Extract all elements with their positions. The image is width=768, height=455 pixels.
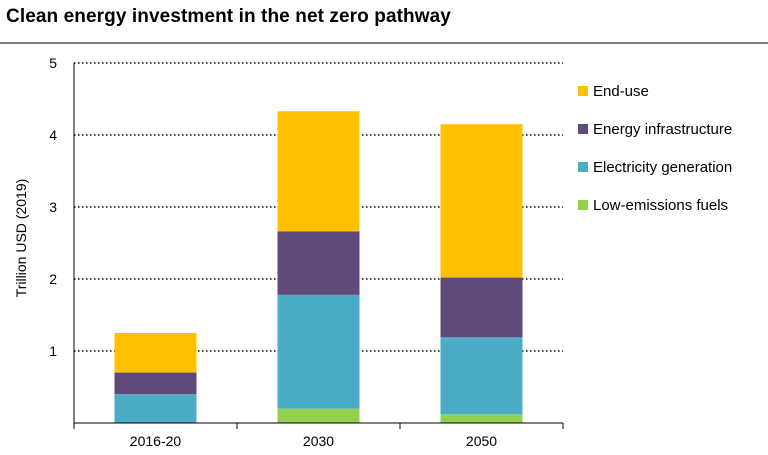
x-tick-labels: 2016-20 2030 2050 [130, 433, 497, 449]
y-tick-labels: 1 2 3 4 5 [49, 55, 57, 359]
y-tick-label: 1 [49, 343, 57, 359]
bar-segment [440, 277, 523, 338]
legend-label: Low-emissions fuels [593, 197, 728, 214]
x-tick-label: 2030 [303, 433, 334, 449]
legend-swatch [578, 124, 588, 134]
bar-segment [114, 372, 197, 395]
legend-swatch [578, 162, 588, 172]
bar-segment [440, 124, 523, 278]
x-tick-label: 2050 [466, 433, 497, 449]
bar-segment [114, 333, 197, 373]
legend: End-use Energy infrastructure Electricity … [578, 83, 732, 214]
y-tick-label: 5 [49, 55, 57, 71]
y-tick-label: 2 [49, 271, 57, 287]
title-divider [0, 42, 768, 44]
bars [114, 111, 523, 423]
axes [73, 63, 564, 429]
y-tick-label: 4 [49, 127, 57, 143]
chart-title: Clean energy investment in the net zero … [6, 6, 451, 27]
y-axis-label: Trillion USD (2019) [13, 179, 29, 298]
bar-segment [440, 414, 523, 423]
legend-label: End-use [593, 83, 649, 100]
legend-label: Energy infrastructure [593, 121, 732, 138]
legend-swatch [578, 86, 588, 96]
bar-segment [277, 294, 360, 409]
x-tick-label: 2016-20 [130, 433, 182, 449]
bar-segment [440, 337, 523, 415]
bar-segment [277, 408, 360, 423]
legend-swatch [578, 200, 588, 210]
bar-segment [114, 394, 197, 423]
y-tick-label: 3 [49, 199, 57, 215]
legend-label: Electricity generation [593, 159, 732, 176]
bar-segment [277, 231, 360, 295]
bar-segment [277, 111, 360, 232]
